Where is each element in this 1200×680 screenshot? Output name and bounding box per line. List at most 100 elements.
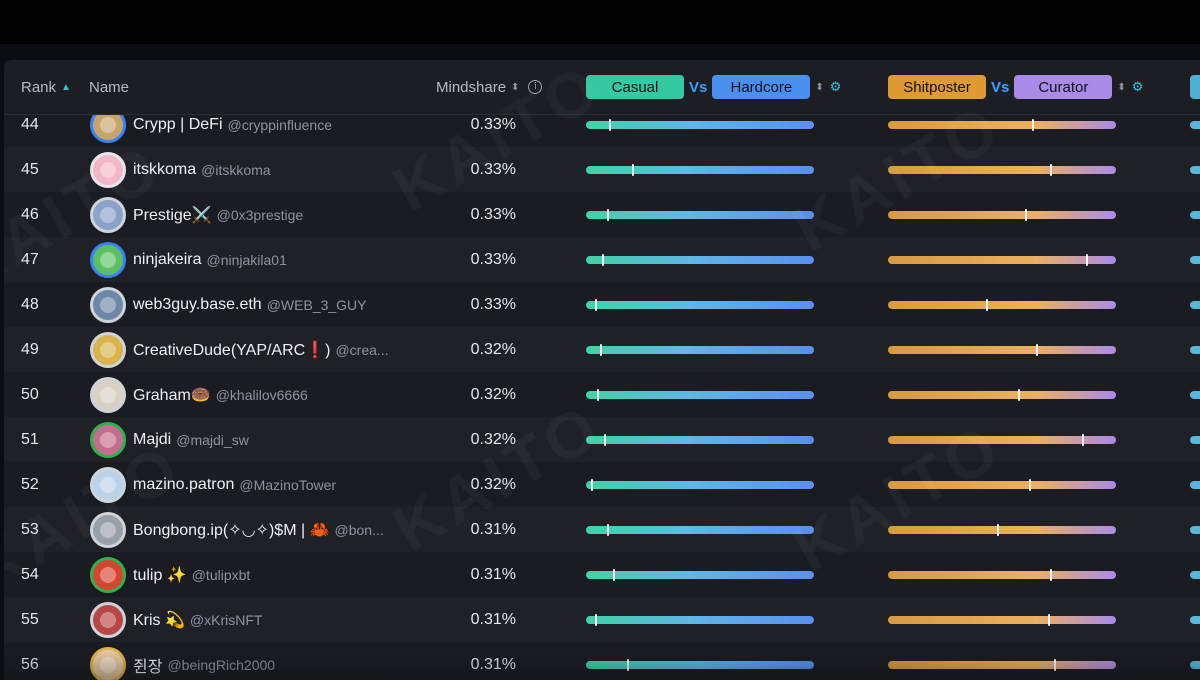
sort-icon[interactable]: ⬍	[1117, 82, 1125, 93]
settings-icon[interactable]: ⚙	[830, 80, 842, 95]
name-cell[interactable]: itskkoma @itskkoma	[133, 147, 403, 192]
avatar-face	[100, 387, 116, 403]
display-name[interactable]: Prestige⚔️	[133, 205, 212, 225]
avatar-face	[100, 252, 116, 268]
table-header: Rank ▲ Name Mindshare ⬍ i Casual Vs Hard…	[4, 60, 1200, 115]
sort-icon[interactable]: ⬍	[511, 82, 519, 93]
name-cell[interactable]: Bongbong.ip(✧◡✧)$M | 🦀 @bon...	[133, 507, 403, 552]
display-name[interactable]: Graham🍩	[133, 385, 211, 405]
sort-icon[interactable]: ⬍	[815, 82, 823, 93]
handle[interactable]: @khalilov6666	[216, 387, 308, 403]
avatar[interactable]	[90, 377, 126, 413]
mindshare-value: 0.31%	[416, 597, 516, 642]
display-name[interactable]: tulip ✨	[133, 565, 187, 585]
shitposter-curator-bar	[888, 301, 1116, 309]
casual-hardcore-bar	[586, 256, 814, 264]
table-row[interactable]: 48 web3guy.base.eth @WEB_3_GUY 0.33%	[4, 282, 1200, 327]
display-name[interactable]: web3guy.base.eth	[133, 296, 262, 314]
table-row[interactable]: 54 tulip ✨ @tulipxbt 0.31%	[4, 552, 1200, 597]
display-name[interactable]: itskkoma	[133, 161, 196, 179]
avatar-face	[100, 432, 116, 448]
handle[interactable]: @ninjakila01	[206, 252, 286, 268]
table-row[interactable]: 53 Bongbong.ip(✧◡✧)$M | 🦀 @bon... 0.31%	[4, 507, 1200, 552]
sort-icon[interactable]: ▲	[61, 82, 71, 93]
next-column-bar	[1190, 256, 1200, 264]
avatar[interactable]	[90, 557, 126, 593]
mindshare-column-header[interactable]: Mindshare ⬍ i	[436, 60, 542, 114]
name-cell[interactable]: Majdi @majdi_sw	[133, 417, 403, 462]
shitposter-curator-bar	[888, 481, 1116, 489]
name-cell[interactable]: ninjakeira @ninjakila01	[133, 237, 403, 282]
name-cell[interactable]: Kris 💫 @xKrisNFT	[133, 597, 403, 642]
shitposter-curator-marker	[1048, 614, 1050, 626]
table-row[interactable]: 47 ninjakeira @ninjakila01 0.33%	[4, 237, 1200, 282]
handle[interactable]: @crea...	[335, 342, 388, 358]
shitposter-curator-marker	[1036, 344, 1038, 356]
handle[interactable]: @majdi_sw	[176, 432, 249, 448]
display-name[interactable]: Crypp | DeFi	[133, 116, 223, 134]
handle[interactable]: @WEB_3_GUY	[267, 297, 367, 313]
avatar[interactable]	[90, 512, 126, 548]
name-cell[interactable]: Graham🍩 @khalilov6666	[133, 372, 403, 417]
shitposter-curator-marker	[1032, 119, 1034, 131]
rank-column-header[interactable]: Rank ▲	[21, 60, 71, 114]
avatar[interactable]	[90, 287, 126, 323]
name-cell[interactable]: web3guy.base.eth @WEB_3_GUY	[133, 282, 403, 327]
mindshare-value: 0.32%	[416, 372, 516, 417]
next-column-bar	[1190, 571, 1200, 579]
display-name[interactable]: mazino.patron	[133, 476, 234, 494]
avatar[interactable]	[90, 152, 126, 188]
rank-cell: 47	[21, 237, 39, 282]
rank-cell: 49	[21, 327, 39, 372]
casual-hardcore-bar	[586, 166, 814, 174]
avatar-face	[100, 162, 116, 178]
casual-hardcore-marker	[597, 389, 599, 401]
handle[interactable]: @0x3prestige	[217, 207, 304, 223]
next-column-bar	[1190, 211, 1200, 219]
name-cell[interactable]: tulip ✨ @tulipxbt	[133, 552, 403, 597]
vs-label: Vs	[689, 79, 707, 96]
next-column-bar	[1190, 391, 1200, 399]
avatar[interactable]	[90, 422, 126, 458]
shitposter-curator-marker	[1082, 434, 1084, 446]
table-row[interactable]: 50 Graham🍩 @khalilov6666 0.32%	[4, 372, 1200, 417]
casual-hardcore-bar	[586, 346, 814, 354]
casual-hardcore-marker	[613, 569, 615, 581]
table-row[interactable]: 51 Majdi @majdi_sw 0.32%	[4, 417, 1200, 462]
handle[interactable]: @itskkoma	[201, 162, 270, 178]
handle[interactable]: @xKrisNFT	[190, 612, 263, 628]
settings-icon[interactable]: ⚙	[1132, 80, 1144, 95]
handle[interactable]: @bon...	[334, 522, 383, 538]
display-name[interactable]: CreativeDude(YAP/ARC❗)	[133, 340, 330, 360]
mindshare-value: 0.33%	[416, 192, 516, 237]
name-cell[interactable]: Prestige⚔️ @0x3prestige	[133, 192, 403, 237]
table-row[interactable]: 46 Prestige⚔️ @0x3prestige 0.33%	[4, 192, 1200, 237]
name-cell[interactable]: CreativeDude(YAP/ARC❗) @crea...	[133, 327, 403, 372]
avatar[interactable]	[90, 467, 126, 503]
name-column-header: Name	[89, 60, 129, 114]
display-name[interactable]: ninjakeira	[133, 251, 201, 269]
name-cell[interactable]: mazino.patron @MazinoTower	[133, 462, 403, 507]
display-name[interactable]: Bongbong.ip(✧◡✧)$M | 🦀	[133, 520, 329, 540]
leaderboard-panel: Rank ▲ Name Mindshare ⬍ i Casual Vs Hard…	[4, 60, 1200, 680]
handle[interactable]: @cryppinfluence	[228, 117, 333, 133]
shitposter-curator-bar	[888, 436, 1116, 444]
handle[interactable]: @MazinoTower	[239, 477, 336, 493]
avatar[interactable]	[90, 602, 126, 638]
avatar-face	[100, 342, 116, 358]
casual-hardcore-marker	[600, 344, 602, 356]
table-row[interactable]: 49 CreativeDude(YAP/ARC❗) @crea... 0.32%	[4, 327, 1200, 372]
curator-pill: Curator	[1014, 75, 1112, 99]
shitposter-curator-marker	[1018, 389, 1020, 401]
table-row[interactable]: 52 mazino.patron @MazinoTower 0.32%	[4, 462, 1200, 507]
display-name[interactable]: Majdi	[133, 431, 171, 449]
avatar[interactable]	[90, 242, 126, 278]
info-icon[interactable]: i	[528, 80, 542, 94]
table-row[interactable]: 45 itskkoma @itskkoma 0.33%	[4, 147, 1200, 192]
display-name[interactable]: Kris 💫	[133, 610, 185, 630]
avatar-face	[100, 522, 116, 538]
table-row[interactable]: 55 Kris 💫 @xKrisNFT 0.31%	[4, 597, 1200, 642]
handle[interactable]: @tulipxbt	[192, 567, 251, 583]
avatar[interactable]	[90, 332, 126, 368]
avatar[interactable]	[90, 197, 126, 233]
